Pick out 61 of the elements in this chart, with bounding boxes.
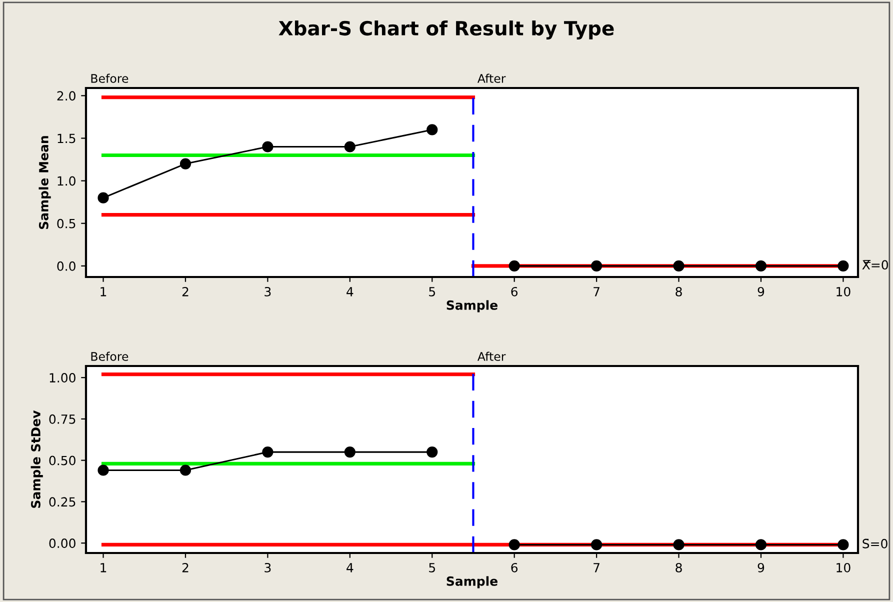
y-tick-label: 0.0	[57, 261, 76, 271]
point	[344, 446, 356, 458]
x-tick-label: 6	[511, 286, 518, 296]
point	[673, 260, 684, 272]
x-tick-label: 8	[676, 286, 682, 296]
y-tick-label: 2.0	[57, 91, 76, 101]
x-tick-label: 1	[100, 287, 106, 296]
x-tick-label: 9	[758, 562, 764, 572]
text: Before	[91, 74, 128, 83]
y-tick-label: 1.00	[50, 373, 76, 383]
x-tick-label: 6	[511, 562, 518, 572]
x-tick-label: 2	[182, 562, 188, 572]
point	[508, 539, 520, 550]
y-tick-label: 1.5	[58, 134, 76, 144]
x-tick-label: 2	[182, 286, 188, 296]
x-tick-label: 7	[594, 287, 600, 296]
y-tick-label: 0.75	[49, 414, 76, 424]
point	[262, 141, 274, 152]
x-axis-title: Sample	[446, 300, 498, 312]
x-tick-label: 1	[100, 563, 106, 572]
text: After	[477, 74, 506, 83]
y-tick-label: 0.50	[49, 456, 76, 466]
x-tick-label: 7	[594, 563, 600, 572]
text: S̄=0	[862, 538, 888, 548]
x-tick-label: 3	[264, 562, 271, 572]
point	[344, 141, 356, 152]
point	[508, 260, 520, 272]
point	[673, 539, 684, 550]
y-tick-label: 0.00	[49, 538, 76, 548]
point	[98, 192, 109, 204]
point	[755, 260, 767, 272]
point	[98, 464, 109, 476]
point	[591, 539, 602, 550]
point	[180, 464, 192, 476]
point	[838, 539, 849, 550]
y-tick-label: 0.5	[57, 218, 76, 228]
text: Before	[91, 352, 128, 361]
point	[755, 539, 767, 550]
x-tick-label: 3	[264, 286, 271, 296]
x-tick-label: 5	[429, 287, 436, 296]
y-axis-title: Sample StDev	[30, 410, 43, 508]
y-tick-label: 0.25	[49, 497, 76, 507]
y-tick-label: 1.0	[58, 176, 76, 186]
point	[591, 260, 602, 272]
x-tick-label: 5	[429, 563, 436, 572]
x-tick-label: 4	[346, 563, 354, 572]
point	[262, 446, 274, 458]
x-axis-title: Sample	[446, 576, 498, 588]
point	[426, 446, 438, 458]
x-tick-label: 4	[346, 287, 354, 296]
text: After	[477, 352, 506, 361]
point	[838, 260, 849, 272]
point	[180, 158, 192, 170]
point	[426, 124, 438, 136]
chart-title: Xbar-S Chart of Result by Type	[278, 20, 614, 40]
x-tick-label: 10	[836, 562, 850, 572]
x-tick-label: 10	[836, 286, 850, 296]
y-axis-title: Sample Mean	[38, 136, 51, 229]
x-tick-label: 8	[676, 562, 682, 572]
text: X̿=0	[862, 260, 888, 270]
x-tick-label: 9	[758, 286, 764, 296]
